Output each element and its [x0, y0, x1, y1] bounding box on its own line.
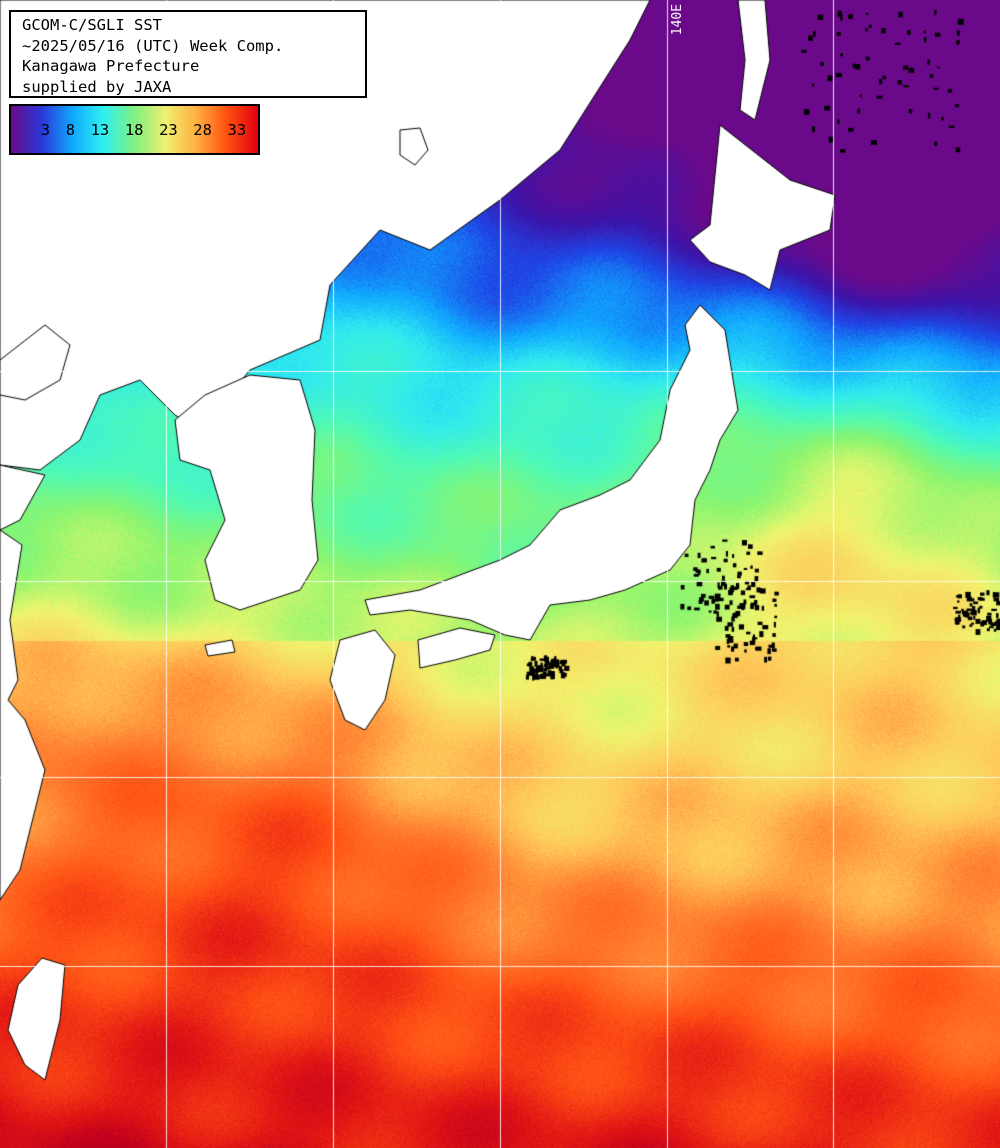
longitude-label: 140E [670, 4, 685, 36]
map-title-box: GCOM-C/SGLI SST ~2025/05/16 (UTC) Week C… [9, 10, 367, 98]
latitude-label: 40N [14, 353, 38, 368]
product-title: GCOM-C/SGLI SST [22, 16, 162, 34]
colorbar-tick: 13 [90, 120, 110, 139]
region-name: Kanagawa Prefecture [22, 57, 200, 75]
colorbar-tick: 18 [124, 120, 144, 139]
colorbar-tick: 3 [40, 120, 51, 139]
colorbar-tick: 33 [227, 120, 247, 139]
supplier-credit: supplied by JAXA [22, 77, 172, 96]
colorbar-tick: 8 [65, 120, 76, 139]
temperature-colorbar: 3 8 13 18 23 28 33 [9, 104, 260, 155]
date-composite: ~2025/05/16 (UTC) Week Comp. [22, 36, 284, 55]
colorbar-tick: 23 [159, 120, 178, 139]
colorbar-tick: 28 [193, 120, 212, 139]
